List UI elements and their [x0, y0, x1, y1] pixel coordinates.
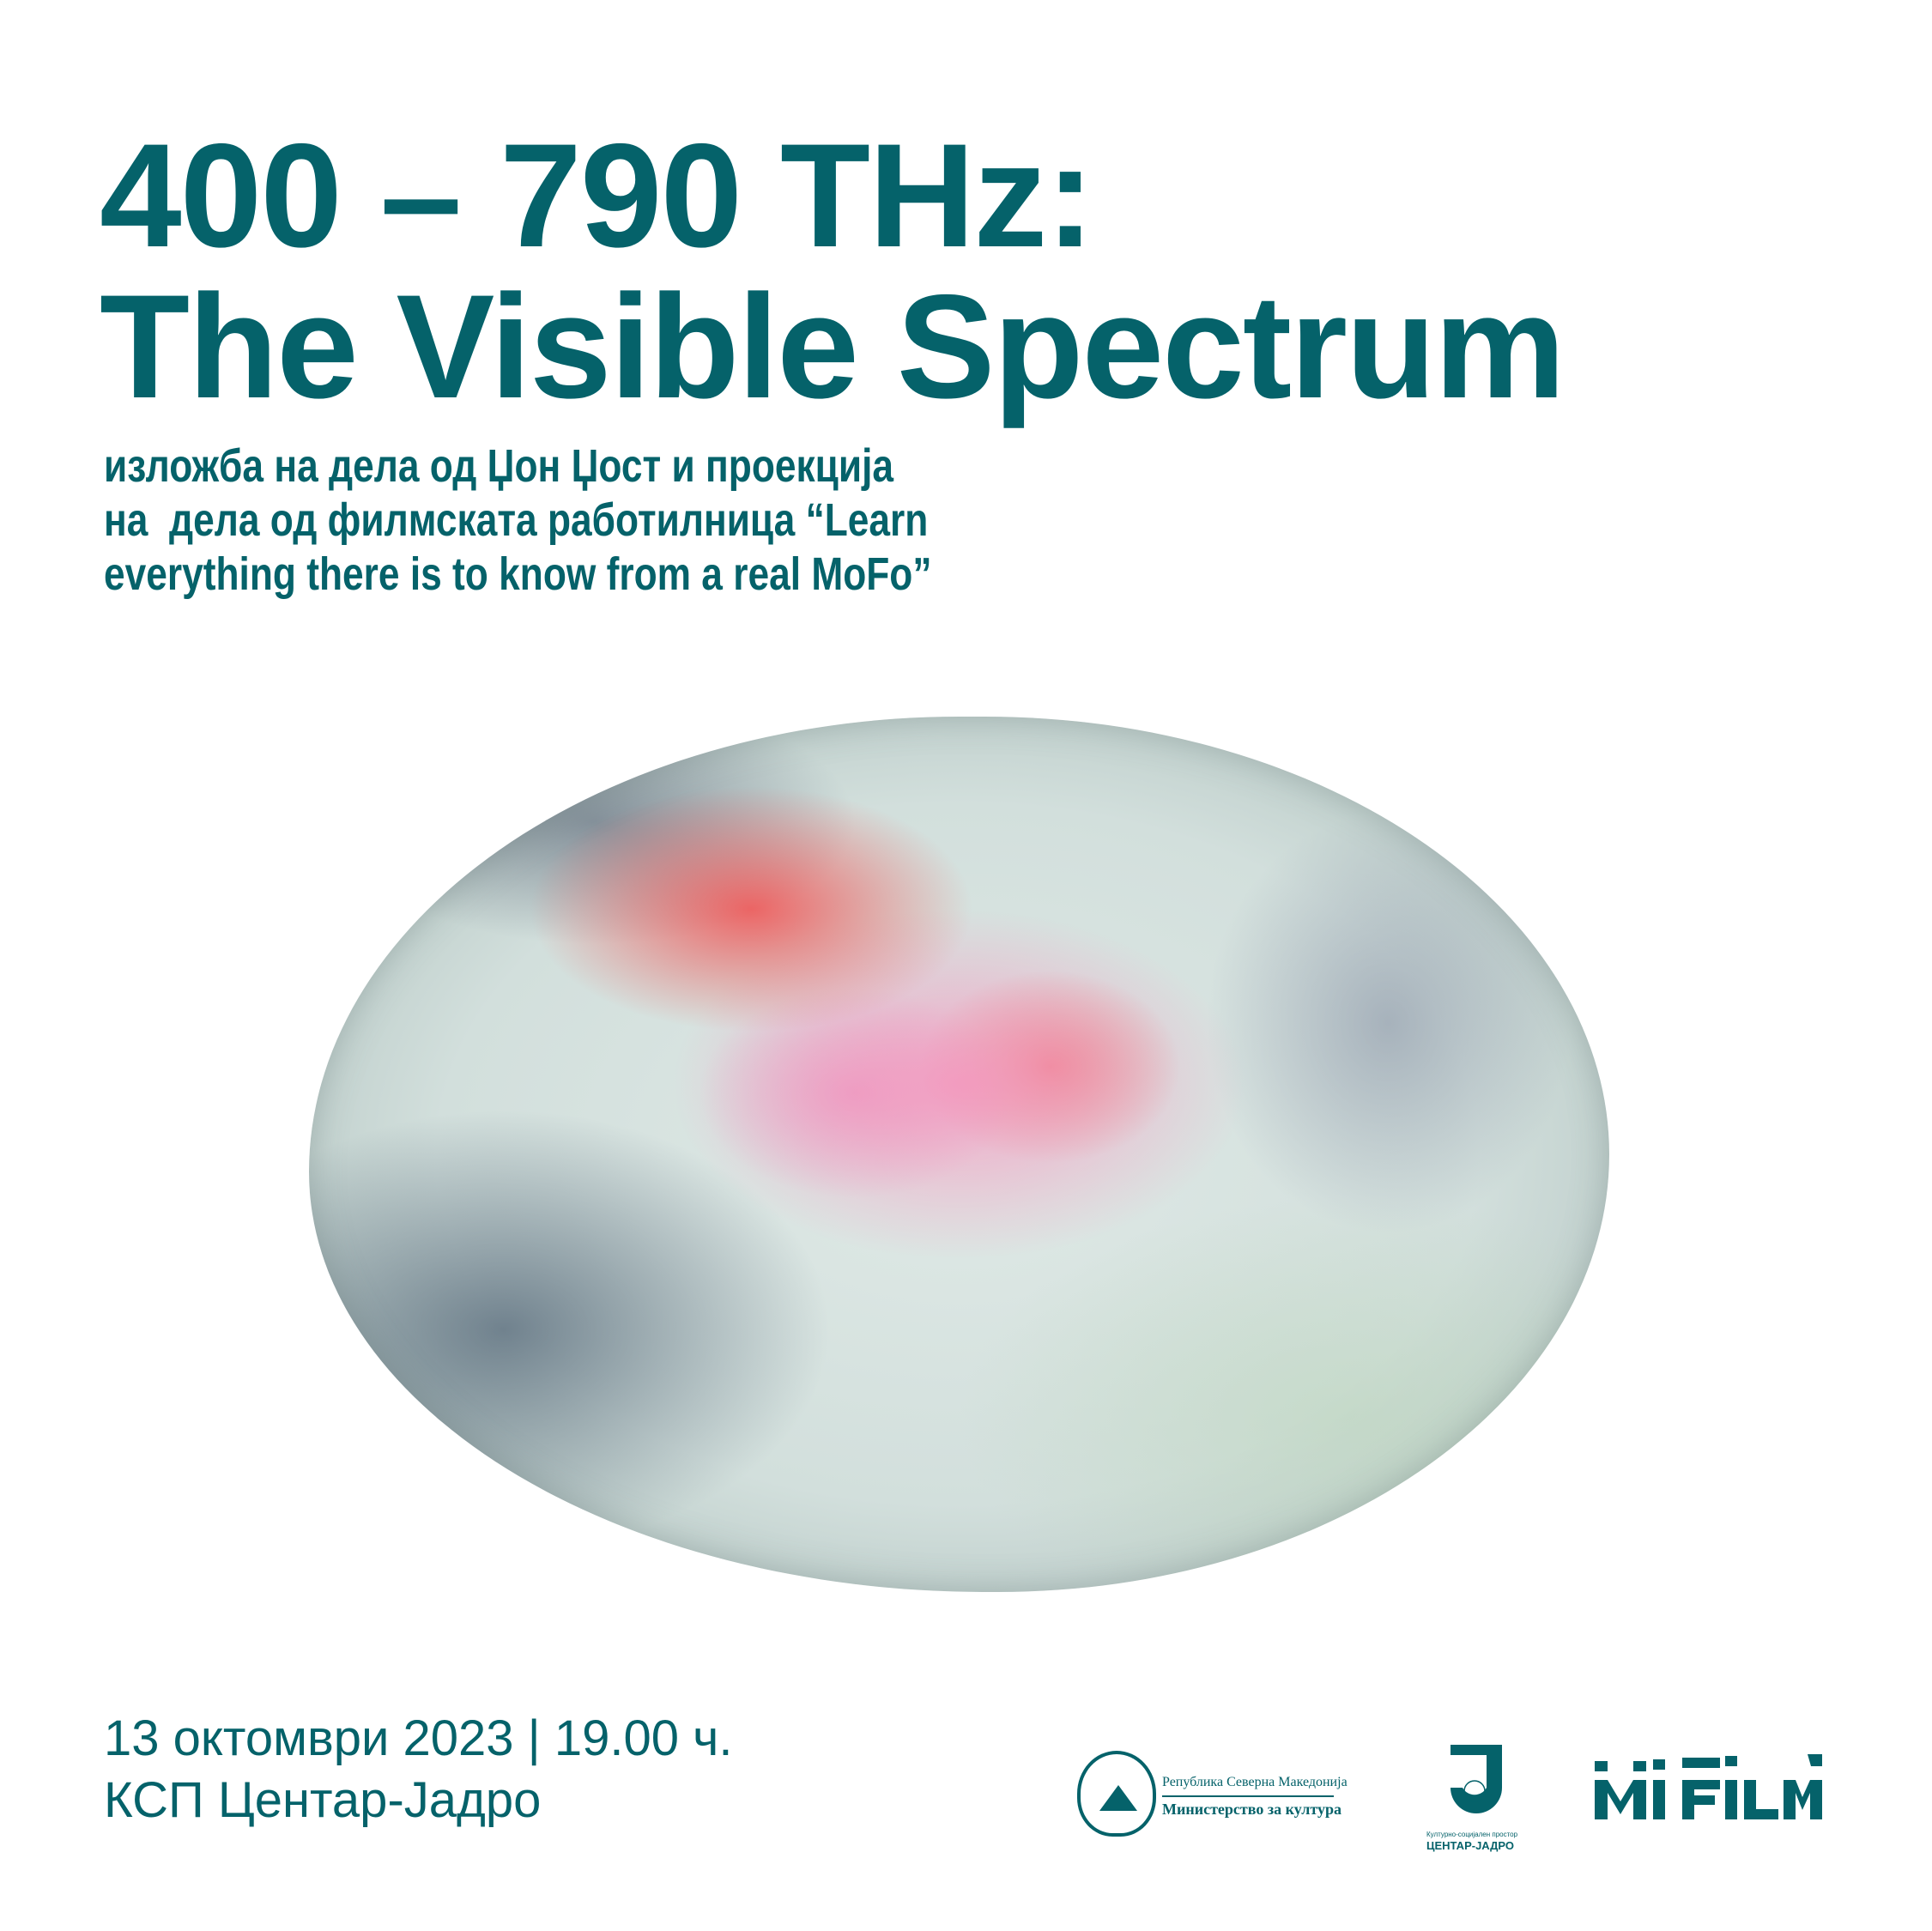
event-venue: КСП Центар-Јадро — [104, 1772, 542, 1828]
event-datetime: 13 октомври 2023 | 19.00 ч. — [104, 1710, 733, 1766]
ministry-logo-line-1: Република Северна Македонија — [1162, 1775, 1348, 1789]
ministry-logo-divider — [1162, 1795, 1334, 1797]
subtitle-line-2: на дела од филмската работилница “Learn — [104, 494, 929, 546]
subtitle-line-1: изложба на дела од Џон Џост и проекција — [104, 440, 894, 492]
watercolor-artwork — [309, 717, 1609, 1592]
centar-jadro-name: ЦЕНТАР-ЈАДРО — [1426, 1839, 1515, 1852]
coat-of-arms-icon — [1077, 1751, 1156, 1837]
ministry-logo-line-2: Министерство за култура — [1162, 1801, 1341, 1818]
centar-jadro-caption: Културно-социјален простор — [1426, 1831, 1518, 1838]
poster-title: 400 – 790 THz: The Visible Spectrum — [100, 113, 1566, 429]
mi-film-logo — [1595, 1754, 1822, 1819]
poster-subtitle: изложба на дела од Џон Џост и проекција … — [104, 439, 931, 602]
event-info: 13 октомври 2023 | 19.00 ч. КСП Центар-Ј… — [104, 1708, 732, 1831]
title-line-1: 400 – 790 THz: — [100, 113, 1095, 278]
centar-jadro-logo-icon — [1451, 1745, 1502, 1813]
title-line-2: The Visible Spectrum — [100, 264, 1566, 429]
subtitle-line-3: everything there is to know from a real … — [104, 548, 932, 600]
